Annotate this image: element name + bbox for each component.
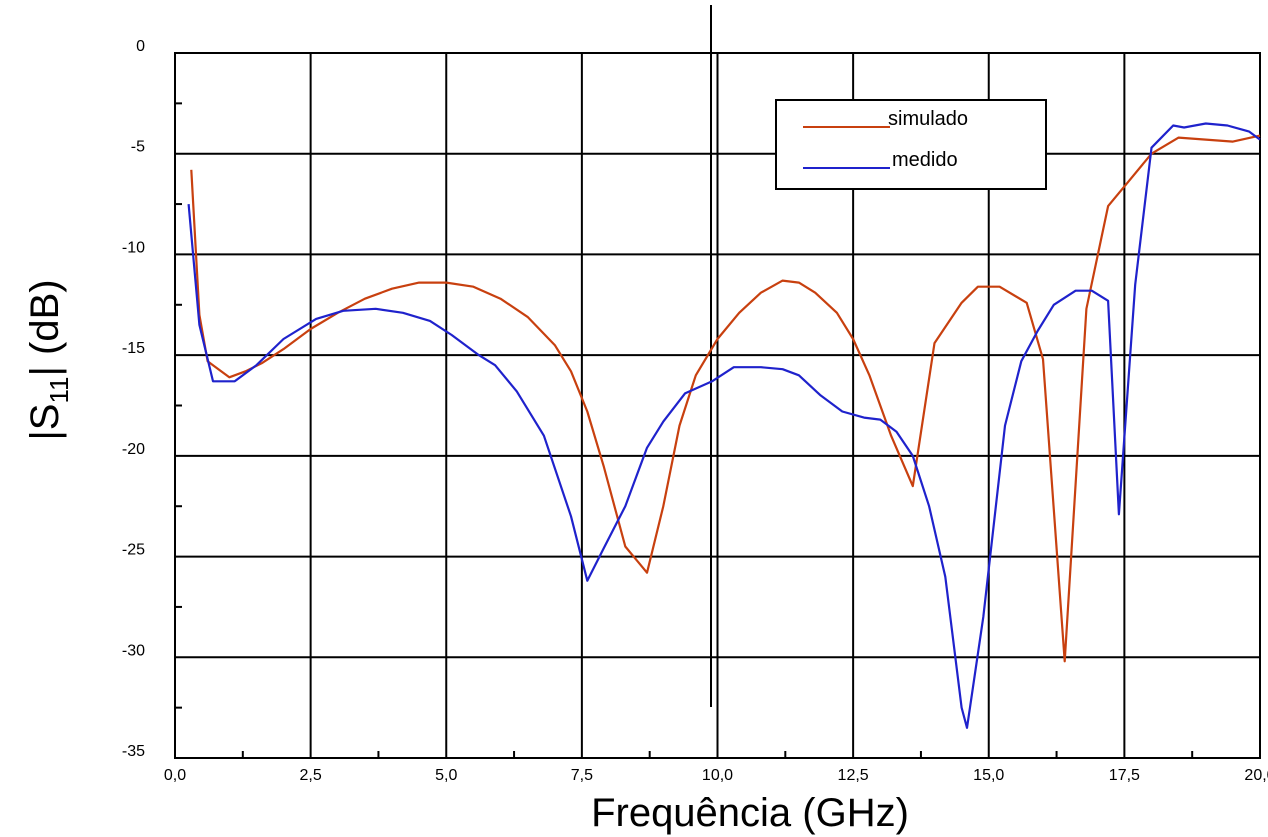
y-tick-label-5: -25	[122, 542, 145, 559]
x-tick-label-8: 20,0	[1244, 767, 1268, 784]
y-axis-title-subscript: 11	[44, 377, 74, 404]
legend: simulado medido	[775, 99, 1047, 190]
minor-ticks	[175, 102, 1194, 758]
series-line-medido	[187, 122, 1261, 729]
legend-box	[775, 99, 1047, 190]
x-tick-label-4: 10,0	[702, 767, 733, 784]
x-axis-title: Frequência (GHz)	[591, 791, 909, 835]
x-tick-label-2: 5,0	[435, 767, 457, 784]
x-tick-label-3: 7,5	[571, 767, 593, 784]
x-tick-labels: 0,0 2,5 5,0 7,5 10,0 12,5 15,0 17,5 20,0	[164, 767, 1268, 784]
y-tick-label-6: -30	[122, 642, 145, 659]
legend-label-medido: medido	[892, 149, 958, 171]
y-tick-labels: 0 -5 -10 -15 -20 -25 -30 -35	[122, 38, 145, 760]
x-tick-label-6: 15,0	[973, 767, 1004, 784]
y-tick-label-3: -15	[122, 340, 145, 357]
x-tick-label-7: 17,5	[1109, 767, 1140, 784]
y-tick-label-7: -35	[122, 743, 145, 760]
y-tick-label-2: -10	[122, 239, 145, 256]
x-tick-label-5: 12,5	[838, 767, 869, 784]
grid	[175, 53, 1260, 758]
series-line-simulado	[190, 134, 1261, 663]
y-tick-label-0: 0	[136, 38, 145, 55]
y-axis-title: |S11| (dB)	[23, 279, 74, 440]
y-axis-title-main: |S	[23, 404, 67, 441]
x-tick-label-1: 2,5	[300, 767, 322, 784]
y-axis-title-tail: | (dB)	[23, 279, 67, 376]
y-tick-label-4: -20	[122, 441, 145, 458]
series-lines	[187, 122, 1261, 729]
legend-label-simulado: simulado	[888, 108, 968, 130]
y-tick-label-1: -5	[131, 139, 145, 156]
x-tick-label-0: 0,0	[164, 767, 186, 784]
